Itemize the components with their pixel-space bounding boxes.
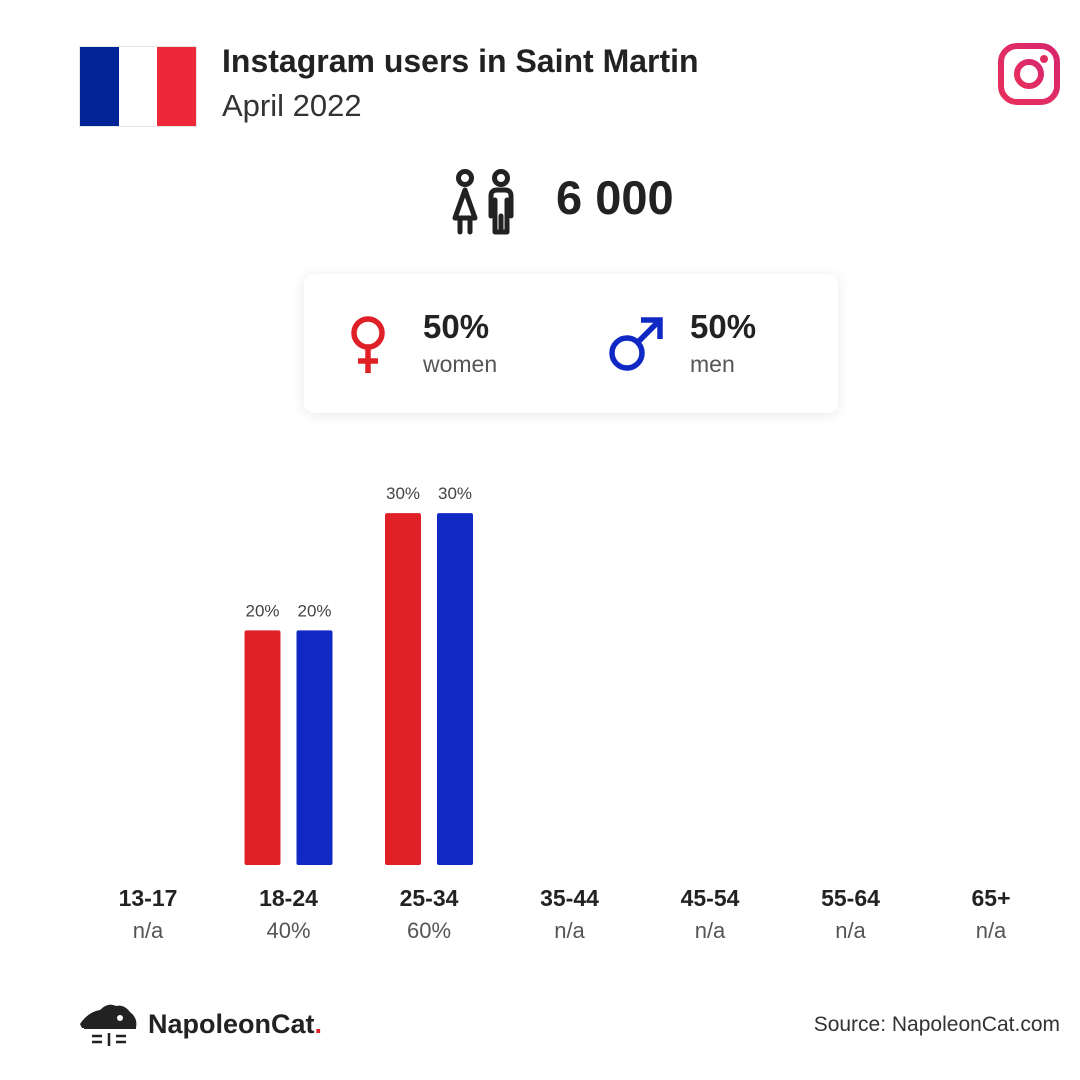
category-label-55-64: 55-64 bbox=[821, 885, 880, 911]
gender-split-card: 50% women 50% men bbox=[304, 274, 838, 413]
source-note: Source: NapoleonCat.com bbox=[813, 1013, 1060, 1036]
bar-women-18-24 bbox=[244, 630, 281, 865]
men-label: men bbox=[690, 351, 735, 377]
male-icon bbox=[609, 317, 663, 371]
category-label-18-24: 18-24 bbox=[259, 885, 318, 911]
bar-women-25-34 bbox=[385, 513, 421, 865]
category-label-25-34: 25-34 bbox=[400, 885, 459, 911]
napoleoncat-logo-icon bbox=[80, 1004, 137, 1046]
brand-dot: . bbox=[314, 1009, 323, 1039]
page-title: Instagram users in Saint Martin bbox=[222, 43, 699, 79]
bar-men-18-24 bbox=[296, 630, 333, 865]
bar-men-25-34 bbox=[437, 513, 473, 865]
men-percentage: 50% bbox=[690, 308, 757, 345]
age-gender-bar-chart: 13-17 n/a 20% 20% 18-24 40% 30% 30% 25-34 60% 35-4… bbox=[119, 484, 1011, 943]
flag-stripe-blue bbox=[80, 47, 119, 126]
category-total-18-24: 40% bbox=[266, 918, 310, 943]
france-flag-icon bbox=[80, 47, 197, 126]
category-total-65+: n/a bbox=[976, 918, 1007, 943]
page-subtitle: April 2022 bbox=[222, 88, 362, 123]
bar-label-men-18-24: 20% bbox=[297, 601, 331, 620]
bar-label-women-18-24: 20% bbox=[245, 601, 279, 620]
flag-stripe-red bbox=[157, 47, 197, 126]
women-percentage: 50% bbox=[423, 308, 490, 345]
brand-text: NapoleonCat bbox=[148, 1009, 315, 1039]
women-label: women bbox=[423, 351, 498, 377]
category-label-65+: 65+ bbox=[971, 885, 1010, 911]
bar-label-men-25-34: 30% bbox=[438, 484, 472, 503]
flag-stripe-white bbox=[118, 47, 158, 126]
category-total-13-17: n/a bbox=[133, 918, 164, 943]
category-total-45-54: n/a bbox=[695, 918, 726, 943]
brand-name: NapoleonCat. bbox=[148, 1009, 322, 1040]
users-icon bbox=[452, 169, 514, 235]
female-icon bbox=[351, 316, 385, 373]
category-total-25-34: 60% bbox=[407, 918, 451, 943]
category-total-55-64: n/a bbox=[835, 918, 866, 943]
category-total-35-44: n/a bbox=[554, 918, 585, 943]
category-label-13-17: 13-17 bbox=[119, 885, 178, 911]
category-label-45-54: 45-54 bbox=[681, 885, 740, 911]
total-users-value: 6 000 bbox=[556, 171, 674, 224]
category-label-35-44: 35-44 bbox=[540, 885, 599, 911]
bar-label-women-25-34: 30% bbox=[386, 484, 420, 503]
instagram-icon bbox=[998, 43, 1060, 105]
